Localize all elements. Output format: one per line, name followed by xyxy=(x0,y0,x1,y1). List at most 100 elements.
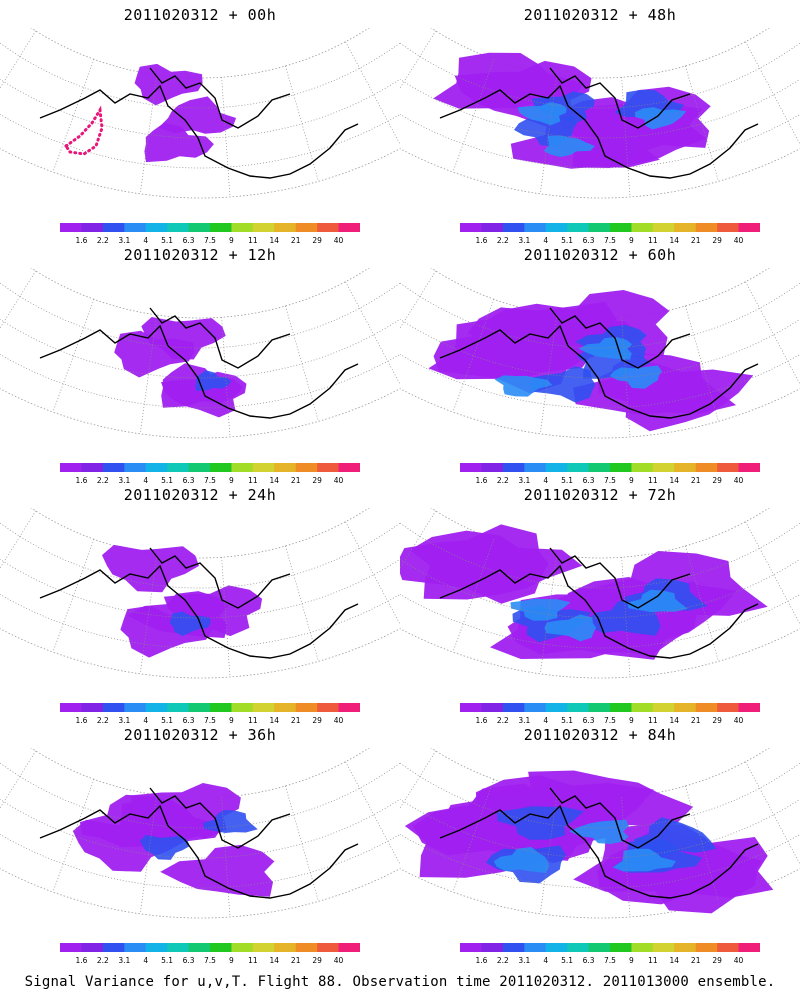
colorbar-tick-label: 11 xyxy=(648,476,658,485)
colorbar-swatch xyxy=(317,463,340,472)
colorbar-tick-label: 5.1 xyxy=(161,476,173,485)
colorbar-tick-label: 5.1 xyxy=(561,236,573,245)
colorbar-tick-label: 6.3 xyxy=(583,476,595,485)
colorbar-swatch xyxy=(210,463,232,472)
colorbar-tick-label: 3.1 xyxy=(118,236,130,245)
colorbar-tick-label: 1.6 xyxy=(75,716,87,725)
colorbar-tick-label: 40 xyxy=(334,236,344,245)
colorbar-swatch xyxy=(167,223,190,232)
coastline xyxy=(439,84,759,179)
coastline xyxy=(149,787,291,849)
colorbar-swatch xyxy=(524,943,547,952)
polar-map xyxy=(0,28,400,199)
colorbar-swatch xyxy=(502,463,525,472)
colorbar-swatch xyxy=(317,223,340,232)
coastline xyxy=(549,787,691,849)
colorbar-tick-label: 6.3 xyxy=(183,956,195,965)
colorbar-tick-label: 29 xyxy=(312,476,322,485)
colorbar-tick-label: 40 xyxy=(334,716,344,725)
colorbar-tick-label: 6.3 xyxy=(183,476,195,485)
colorbar-tick-label: 2.2 xyxy=(97,236,109,245)
coastline xyxy=(149,547,291,609)
map-domain-outline xyxy=(0,268,400,439)
colorbar-swatch xyxy=(695,223,718,232)
colorbar-tick-label: 7.5 xyxy=(604,716,616,725)
colorbar-swatch xyxy=(252,223,275,232)
variance-area xyxy=(578,337,633,360)
colorbar-swatch xyxy=(588,943,611,952)
colorbar-swatch xyxy=(524,463,547,472)
colorbar-tick-label: 21 xyxy=(691,476,701,485)
colorbar-swatch xyxy=(717,463,740,472)
colorbar-tick-label: 6.3 xyxy=(583,236,595,245)
variance-area xyxy=(609,365,662,389)
colorbar-swatch xyxy=(631,463,654,472)
colorbar-tick-label: 4 xyxy=(143,956,148,965)
colorbar-swatch xyxy=(102,223,125,232)
colorbar-swatch xyxy=(524,223,547,232)
colorbar: 1.6 2.2 3.1 4 5.1 6.3 7.5 9 11 14 21 29 40 xyxy=(460,463,760,485)
colorbar-swatch xyxy=(717,943,740,952)
colorbar-swatch xyxy=(481,223,504,232)
colorbar-swatch xyxy=(502,223,525,232)
colorbar-swatch xyxy=(81,463,104,472)
colorbar-tick-label: 2.2 xyxy=(497,236,509,245)
colorbar-swatch xyxy=(210,223,232,232)
colorbar-tick-label: 7.5 xyxy=(204,236,216,245)
colorbar-swatch xyxy=(60,463,82,472)
panel-title: 2011020312 + 72h xyxy=(523,486,677,504)
panel-title: 2011020312 + 48h xyxy=(523,6,677,24)
colorbar-swatch xyxy=(124,463,147,472)
colorbar-swatch xyxy=(338,943,360,952)
colorbar: 1.6 2.2 3.1 4 5.1 6.3 7.5 9 11 14 21 29 40 xyxy=(60,943,360,965)
colorbar-tick-label: 21 xyxy=(291,476,301,485)
colorbar-swatch xyxy=(252,463,275,472)
colorbar-tick-label: 4 xyxy=(143,236,148,245)
coastline xyxy=(549,67,691,129)
colorbar-swatch xyxy=(588,463,611,472)
colorbar-tick-label: 6.3 xyxy=(183,236,195,245)
variance-field xyxy=(433,52,711,169)
colorbar-tick-label: 2.2 xyxy=(97,716,109,725)
coastline xyxy=(149,67,291,129)
variance-area xyxy=(612,848,677,872)
colorbar-tick-label: 11 xyxy=(248,956,258,965)
colorbar-swatch xyxy=(460,943,482,952)
colorbar-swatch xyxy=(252,943,275,952)
colorbar-swatch xyxy=(102,943,125,952)
panel-title: 2011020312 + 84h xyxy=(523,726,677,744)
colorbar-swatch xyxy=(631,223,654,232)
variance-area xyxy=(144,122,214,163)
colorbar-tick-label: 14 xyxy=(670,956,680,965)
colorbar-tick-label: 1.6 xyxy=(75,236,87,245)
colorbar-swatch xyxy=(460,703,482,712)
colorbar-tick-label: 7.5 xyxy=(204,476,216,485)
colorbar-swatch xyxy=(738,703,760,712)
colorbar-swatch xyxy=(631,703,654,712)
variance-field xyxy=(134,63,237,163)
variance-area xyxy=(203,809,258,833)
colorbar-swatch xyxy=(631,943,654,952)
colorbar-swatch xyxy=(545,703,568,712)
variance-area xyxy=(433,319,574,394)
colorbar-swatch xyxy=(317,703,340,712)
variance-area xyxy=(160,844,275,897)
colorbar-swatch xyxy=(545,943,568,952)
colorbar-tick-label: 14 xyxy=(270,236,280,245)
colorbar-tick-label: 3.1 xyxy=(518,956,530,965)
panel-title: 2011020312 + 24h xyxy=(123,486,277,504)
colorbar-swatch xyxy=(481,703,504,712)
colorbar-tick-label: 29 xyxy=(712,236,722,245)
colorbar-tick-label: 29 xyxy=(712,716,722,725)
colorbar-swatch xyxy=(231,703,254,712)
colorbar-tick-label: 14 xyxy=(670,236,680,245)
colorbar-tick-label: 3.1 xyxy=(118,956,130,965)
colorbar-tick-label: 29 xyxy=(712,956,722,965)
colorbar-swatch xyxy=(60,223,82,232)
colorbar-swatch xyxy=(167,943,190,952)
colorbar-tick-label: 3.1 xyxy=(118,716,130,725)
colorbar-tick-label: 40 xyxy=(334,956,344,965)
colorbar-swatch xyxy=(317,943,340,952)
coastline xyxy=(439,324,759,419)
colorbar-swatch xyxy=(124,943,147,952)
